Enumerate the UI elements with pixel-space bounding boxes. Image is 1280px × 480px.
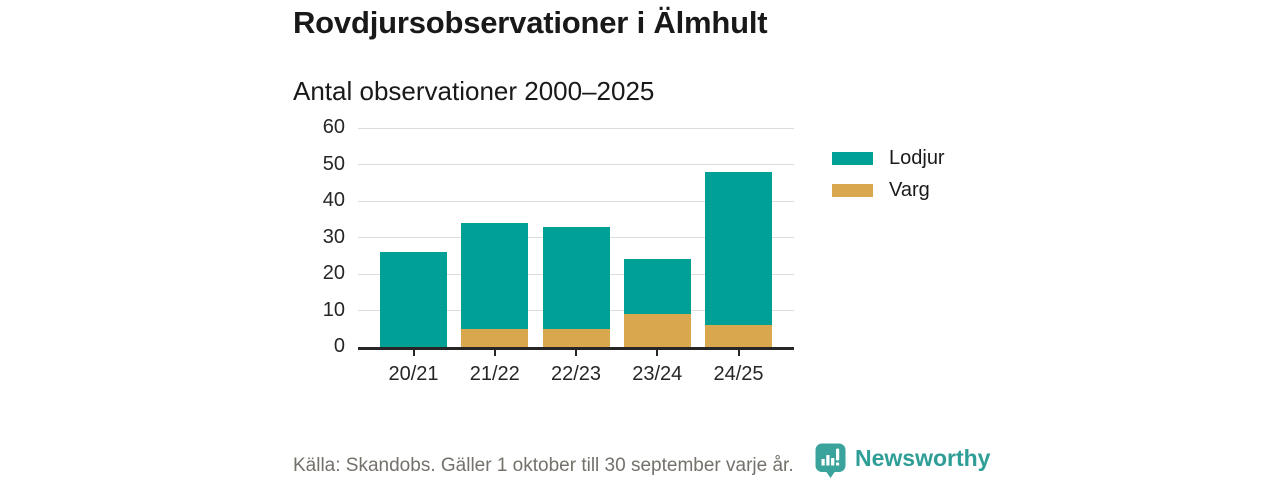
bar-segment-lodjur-22/23 — [542, 226, 610, 329]
x-slot-23/24: 23/24 — [624, 350, 691, 395]
gridline-50 — [358, 164, 794, 165]
gridline-40 — [358, 200, 794, 202]
bar-segment-lodjur-24/25 — [705, 171, 772, 326]
x-tick — [493, 350, 496, 356]
y-tick-label-20: 20 — [322, 262, 345, 284]
bar-20/21 — [380, 252, 447, 347]
y-tick-label-40: 40 — [322, 189, 345, 211]
x-tick — [575, 350, 577, 356]
x-slot-21/22: 21/22 — [461, 350, 528, 395]
bar-segment-varg-21/22 — [461, 328, 529, 347]
bar-segment-varg-23/24 — [623, 314, 691, 347]
bar-22/23 — [542, 226, 610, 347]
x-tick-label-24/25: 24/25 — [713, 363, 764, 385]
x-tick-label-21/22: 21/22 — [469, 363, 520, 385]
x-tick-label-23/24: 23/24 — [632, 363, 683, 385]
newsworthy-brand: Newsworthy — [815, 443, 990, 479]
x-tick — [656, 350, 659, 356]
bar-group — [358, 128, 794, 347]
legend: Lodjur Varg — [832, 148, 945, 212]
x-slot-24/25: 24/25 — [705, 350, 772, 395]
legend-item-varg: Varg — [832, 180, 945, 200]
bar-segment-lodjur-23/24 — [623, 259, 691, 315]
legend-label-varg: Varg — [889, 179, 930, 201]
bar-segment-lodjur-20/21 — [380, 252, 447, 347]
x-tick-label-20/21: 20/21 — [388, 363, 439, 385]
x-tick-label-22/23: 22/23 — [550, 363, 602, 385]
bar-segment-varg-24/25 — [705, 325, 772, 347]
legend-swatch-varg — [832, 183, 873, 197]
page-title: Rovdjursobservationer i Älmhult — [293, 5, 768, 40]
x-slot-20/21: 20/21 — [380, 350, 447, 395]
bar-23/24 — [623, 259, 691, 347]
bar-24/25 — [705, 171, 772, 347]
source-note: Källa: Skandobs. Gäller 1 oktober till 3… — [293, 455, 794, 476]
legend-label-lodjur: Lodjur — [889, 147, 945, 169]
bar-segment-lodjur-21/22 — [461, 222, 529, 329]
y-axis: 0 10 20 30 40 50 60 — [280, 116, 345, 357]
plot-area — [358, 127, 794, 350]
y-tick-label-60: 60 — [322, 116, 345, 138]
x-tick — [412, 350, 415, 356]
bar-21/22 — [461, 222, 529, 347]
brand-name: Newsworthy — [855, 445, 991, 471]
y-tick-label-50: 50 — [322, 152, 345, 175]
x-axis: 20/21 21/22 22/23 23/24 24/25 — [358, 350, 794, 395]
y-tick-label-10: 10 — [322, 298, 345, 321]
bar-segment-varg-22/23 — [542, 328, 610, 347]
y-tick-label-0: 0 — [333, 335, 345, 357]
y-tick-label-30: 30 — [322, 225, 345, 248]
newsworthy-logo-icon — [815, 443, 846, 478]
legend-swatch-lodjur — [832, 151, 873, 165]
gridline-60 — [358, 127, 794, 129]
x-tick — [737, 350, 740, 356]
chart-subtitle: Antal observationer 2000–2025 — [293, 76, 655, 106]
legend-item-lodjur: Lodjur — [832, 148, 945, 168]
x-slot-22/23: 22/23 — [543, 350, 610, 395]
